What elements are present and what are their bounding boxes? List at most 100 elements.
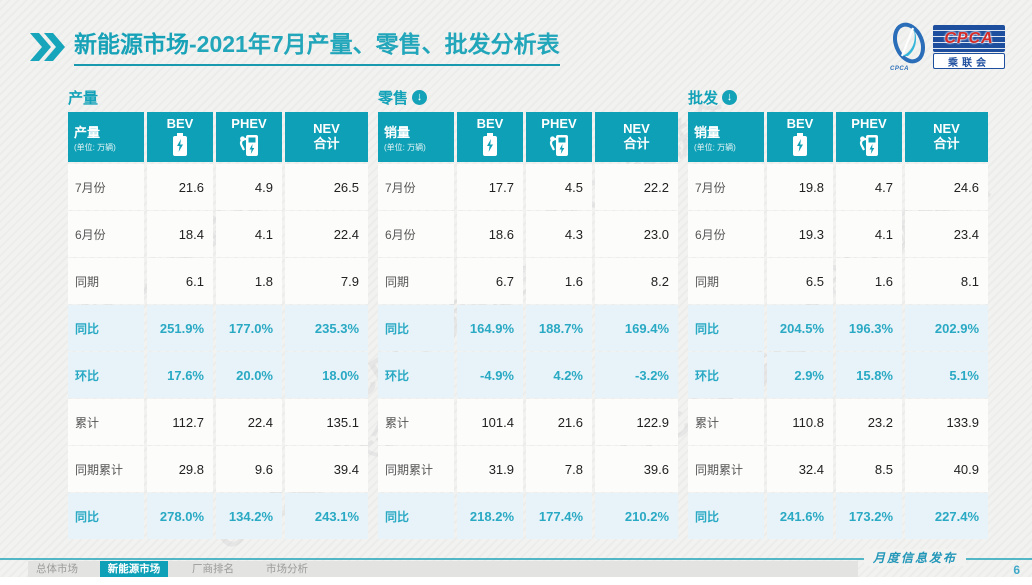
battery-icon <box>172 133 188 157</box>
table-row: 同比 218.2% 177.4% 210.2% <box>378 493 678 539</box>
row-label: 7月份 <box>378 164 454 210</box>
table-row: 同期累计 31.9 7.8 39.6 <box>378 446 678 492</box>
value-cell: 20.0% <box>216 352 282 398</box>
value-cell: 235.3% <box>285 305 368 351</box>
wholesale-table-section: 批发 ↓ 销量 (单位: 万辆) BEV PHEV NEV <box>688 86 988 540</box>
header-unit: (单位: 万辆) <box>694 142 736 152</box>
logo-cn-name: 乘联会 <box>933 53 1005 69</box>
value-cell: 6.5 <box>767 258 833 304</box>
header-label: 产量 <box>74 124 101 140</box>
wholesale-section-title: 批发 ↓ <box>688 86 988 108</box>
row-label: 环比 <box>688 352 764 398</box>
value-cell: 31.9 <box>457 446 523 492</box>
down-arrow-icon: ↓ <box>412 89 428 105</box>
tab-oem-ranking[interactable]: 厂商排名 <box>192 563 234 575</box>
nev-column-sublabel: 合计 <box>313 136 340 151</box>
logo-acronym-badge: CPCA <box>933 25 1005 52</box>
nev-column-label: NEV <box>313 121 340 137</box>
row-label: 7月份 <box>68 164 144 210</box>
row-label: 同期 <box>688 258 764 304</box>
header-label-cell: 销量 (单位: 万辆) <box>378 112 454 162</box>
value-cell: 241.6% <box>767 493 833 539</box>
table-row: 环比 -4.9% 4.2% -3.2% <box>378 352 678 398</box>
logo-acronym: CPCA <box>944 29 994 47</box>
nev-column-sublabel: 合计 <box>933 136 960 151</box>
value-cell: 6.1 <box>147 258 213 304</box>
value-cell: 251.9% <box>147 305 213 351</box>
value-cell: 4.9 <box>216 164 282 210</box>
header-label: 销量 <box>694 124 721 140</box>
value-cell: 8.1 <box>905 258 988 304</box>
header-bev-cell: BEV <box>457 112 523 162</box>
row-label: 累计 <box>378 399 454 445</box>
value-cell: 4.1 <box>216 211 282 257</box>
value-cell: 177.0% <box>216 305 282 351</box>
phev-column-label: PHEV <box>541 116 577 132</box>
value-cell: 173.2% <box>836 493 902 539</box>
retail-table-section: 零售 ↓ 销量 (单位: 万辆) BEV PHEV NEV <box>378 86 678 540</box>
battery-icon <box>792 133 808 157</box>
table-row: 6月份 19.3 4.1 23.4 <box>688 211 988 257</box>
footer-divider <box>0 558 1032 560</box>
production-section-title: 产量 <box>68 86 368 108</box>
release-label: 月度信息发布 <box>863 549 966 566</box>
table-row: 同期 6.1 1.8 7.9 <box>68 258 368 304</box>
charger-icon <box>858 133 880 157</box>
table-row: 同期累计 29.8 9.6 39.4 <box>68 446 368 492</box>
value-cell: 218.2% <box>457 493 523 539</box>
table-row: 7月份 19.8 4.7 24.6 <box>688 164 988 210</box>
double-chevron-icon <box>30 33 66 66</box>
table-row: 同比 164.9% 188.7% 169.4% <box>378 305 678 351</box>
tab-nev-market[interactable]: 新能源市场 <box>100 561 168 577</box>
value-cell: 135.1 <box>285 399 368 445</box>
table-row: 同期累计 32.4 8.5 40.9 <box>688 446 988 492</box>
value-cell: 4.1 <box>836 211 902 257</box>
value-cell: 177.4% <box>526 493 592 539</box>
phev-column-label: PHEV <box>851 116 887 132</box>
production-table-header: 产量 (单位: 万辆) BEV PHEV NEV 合计 <box>68 112 368 162</box>
value-cell: 29.8 <box>147 446 213 492</box>
title-topic: 新能源市场 <box>74 31 189 57</box>
row-label: 同期 <box>68 258 144 304</box>
tab-market-analysis[interactable]: 市场分析 <box>266 563 308 575</box>
header-phev-cell: PHEV <box>216 112 282 162</box>
retail-section-title: 零售 ↓ <box>378 86 678 108</box>
section-label: 零售 <box>378 89 409 107</box>
value-cell: 32.4 <box>767 446 833 492</box>
value-cell: 18.4 <box>147 211 213 257</box>
tab-overall-market[interactable]: 总体市场 <box>36 563 78 575</box>
value-cell: 122.9 <box>595 399 678 445</box>
retail-table-header: 销量 (单位: 万辆) BEV PHEV NEV 合计 <box>378 112 678 162</box>
value-cell: 22.4 <box>216 399 282 445</box>
value-cell: 204.5% <box>767 305 833 351</box>
value-cell: 39.4 <box>285 446 368 492</box>
table-row: 同比 278.0% 134.2% 243.1% <box>68 493 368 539</box>
header-bev-cell: BEV <box>767 112 833 162</box>
value-cell: 164.9% <box>457 305 523 351</box>
value-cell: 7.9 <box>285 258 368 304</box>
phev-column-label: PHEV <box>231 116 267 132</box>
value-cell: 21.6 <box>526 399 592 445</box>
slide-header: 新能源市场-2021年7月产量、零售、批发分析表 <box>30 30 560 66</box>
row-label: 同期累计 <box>688 446 764 492</box>
header-nev-cell: NEV 合计 <box>595 112 678 162</box>
row-label: 同比 <box>378 493 454 539</box>
nev-column-label: NEV <box>623 121 650 137</box>
row-label: 同比 <box>68 305 144 351</box>
nev-column-sublabel: 合计 <box>623 136 650 151</box>
value-cell: 112.7 <box>147 399 213 445</box>
row-label: 环比 <box>68 352 144 398</box>
value-cell: 210.2% <box>595 493 678 539</box>
table-row: 累计 112.7 22.4 135.1 <box>68 399 368 445</box>
row-label: 环比 <box>378 352 454 398</box>
value-cell: 17.7 <box>457 164 523 210</box>
value-cell: -4.9% <box>457 352 523 398</box>
value-cell: 17.6% <box>147 352 213 398</box>
page-title: 新能源市场-2021年7月产量、零售、批发分析表 <box>74 30 560 66</box>
value-cell: 18.6 <box>457 211 523 257</box>
header-unit: (单位: 万辆) <box>384 142 426 152</box>
value-cell: 133.9 <box>905 399 988 445</box>
row-label: 7月份 <box>688 164 764 210</box>
value-cell: -3.2% <box>595 352 678 398</box>
